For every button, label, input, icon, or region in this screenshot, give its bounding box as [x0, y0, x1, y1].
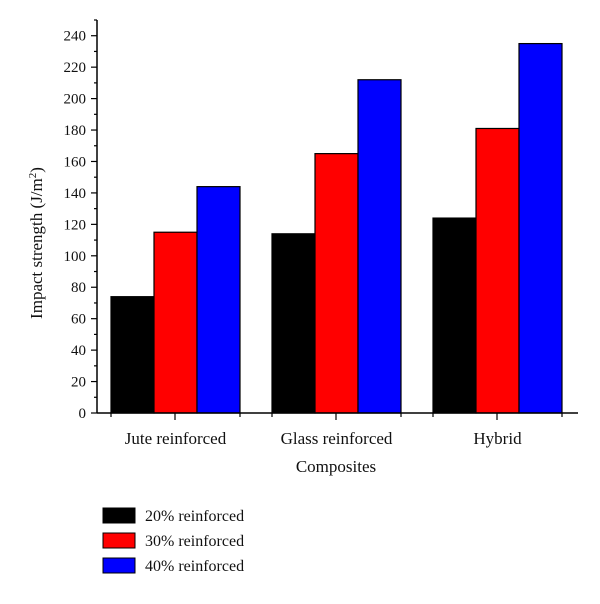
- y-tick-label: 100: [64, 249, 87, 265]
- y-tick-label: 240: [64, 29, 87, 45]
- y-tick-label: 180: [64, 123, 87, 139]
- y-axis-title: Impact strength (J/m2): [27, 167, 46, 319]
- legend-swatch: [102, 557, 136, 574]
- x-tick-label: Glass reinforced: [281, 429, 393, 448]
- y-tick-label: 160: [64, 154, 87, 170]
- x-tick-label: Hybrid: [473, 429, 522, 448]
- y-axis-title-main: Impact strength (J/m: [27, 178, 46, 319]
- bar-hybrid-30-reinforced: [475, 127, 520, 414]
- legend-swatch: [102, 532, 136, 549]
- legend-label: 20% reinforced: [145, 508, 244, 525]
- bar-hybrid-40-reinforced: [518, 42, 563, 414]
- y-tick-label: 120: [64, 217, 87, 233]
- legend-swatch: [102, 507, 136, 524]
- bar-glass-reinforced-20-reinforced: [271, 233, 316, 414]
- labels-layer: Jute reinforced Glass reinforced Hybrid 0 20…: [64, 29, 523, 448]
- y-axis-title-superscript: 2: [27, 173, 39, 179]
- y-tick-label: 140: [64, 186, 87, 202]
- bar-jute-reinforced-20-reinforced: [110, 296, 155, 414]
- x-axis-title: Composites: [296, 457, 376, 476]
- bar-hybrid-20-reinforced: [432, 217, 477, 414]
- y-tick-label: 20: [71, 375, 86, 391]
- legend: 20% reinforced 30% reinforced 40% reinforc…: [102, 507, 244, 575]
- legend-label: 40% reinforced: [145, 558, 244, 575]
- bar-jute-reinforced-40-reinforced: [196, 186, 241, 414]
- axes-layer: [91, 19, 578, 420]
- y-axis-title-end: ): [27, 167, 46, 173]
- x-tick-label: Jute reinforced: [125, 429, 227, 448]
- y-tick-label: 0: [79, 406, 87, 422]
- bars-layer: [110, 42, 563, 414]
- y-tick-label: 60: [71, 312, 86, 328]
- bar-glass-reinforced-30-reinforced: [314, 153, 359, 414]
- legend-label: 30% reinforced: [145, 533, 244, 550]
- y-tick-label: 220: [64, 60, 87, 76]
- y-tick-label: 80: [71, 280, 86, 296]
- y-tick-label: 200: [64, 92, 87, 108]
- y-tick-label: 40: [71, 343, 86, 359]
- bar-jute-reinforced-30-reinforced: [153, 231, 198, 414]
- bar-glass-reinforced-40-reinforced: [357, 79, 402, 414]
